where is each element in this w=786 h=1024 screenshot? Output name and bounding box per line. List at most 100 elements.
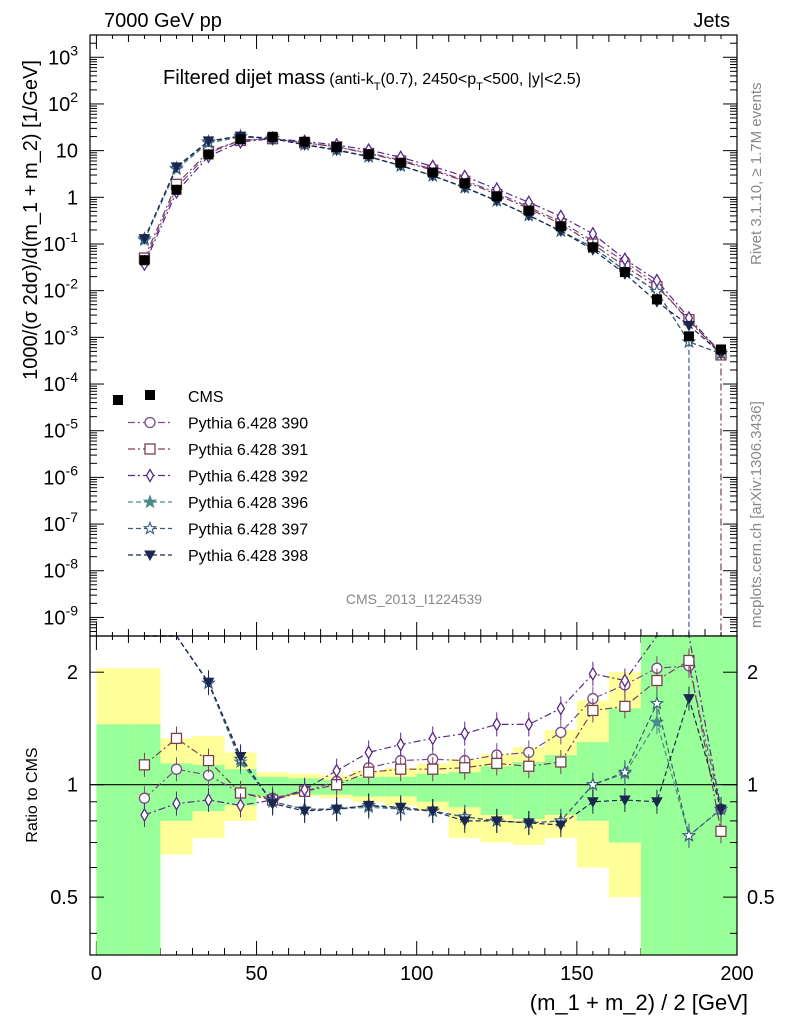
square-marker xyxy=(715,825,727,837)
triangle-marker xyxy=(202,136,215,147)
diamond-marker xyxy=(332,763,341,778)
triangle-marker xyxy=(266,799,279,810)
triangle-marker xyxy=(234,751,247,763)
diamond-marker xyxy=(145,468,155,483)
cms-data-point xyxy=(139,255,150,266)
triangle-marker xyxy=(362,800,375,812)
square-marker xyxy=(427,763,439,775)
title-main: Filtered dijet mass xyxy=(163,67,325,89)
y-tick-base: 10 xyxy=(48,94,70,116)
ratio-series-5 xyxy=(144,635,727,837)
square-marker xyxy=(491,757,503,770)
y-tick-exponent: -3 xyxy=(66,322,79,338)
legend-label-cms: CMS xyxy=(188,389,224,406)
triangle-marker xyxy=(683,320,695,332)
cms-data-point xyxy=(459,178,470,189)
title-sub-prefix: (anti-k xyxy=(329,71,374,88)
triangle-marker xyxy=(170,162,183,173)
y-tick-base: 10 xyxy=(43,561,65,583)
square-marker xyxy=(619,700,631,713)
y-tick-exponent: -2 xyxy=(66,276,79,292)
triangle-marker xyxy=(490,816,503,827)
circle-marker xyxy=(170,763,183,775)
triangle-marker xyxy=(715,804,727,816)
legend-label: Pythia 6.428 391 xyxy=(188,442,308,459)
circle-marker xyxy=(138,792,151,804)
triangle-marker xyxy=(426,806,439,818)
ratio-y-tick-label: 1 xyxy=(67,775,78,797)
x-tick-label: 100 xyxy=(400,963,433,985)
triangle-marker xyxy=(619,795,631,806)
y-axis-label: 1000/(σ 2dσ)/d(m_1 + m_2) [1/GeV] xyxy=(20,60,42,380)
cms-data-series xyxy=(139,131,726,355)
y-tick-base: 10 xyxy=(43,514,65,536)
y-tick-exponent: -1 xyxy=(66,229,79,245)
y-tick-label: 10-3 xyxy=(43,322,78,349)
triangle-marker xyxy=(330,804,343,816)
cms-data-point xyxy=(683,331,694,342)
legend-label: Pythia 6.428 397 xyxy=(188,522,308,539)
diamond-marker xyxy=(172,796,181,811)
diamond-marker xyxy=(364,745,373,760)
triangle-marker xyxy=(144,550,156,562)
square-marker xyxy=(555,756,567,768)
y-tick-label: 10-5 xyxy=(43,416,78,443)
y-tick-base: 10 xyxy=(43,421,65,443)
cms-data-point xyxy=(555,221,566,232)
cms-data-point xyxy=(203,149,214,160)
diamond-marker xyxy=(140,807,149,823)
circle-marker xyxy=(144,416,156,429)
y-tick-base: 10 xyxy=(43,374,65,396)
ratio-series-1 xyxy=(138,648,727,844)
legend: CMS Pythia 6.428 390 Pythia 6.428 391 Pythi… xyxy=(113,389,308,565)
triangle-marker xyxy=(394,802,407,814)
square-marker xyxy=(170,732,183,745)
y-tick-label: 10 xyxy=(56,141,78,163)
legend-cms-marker xyxy=(113,395,123,405)
y-tick-exponent: 3 xyxy=(70,42,78,58)
ratio-panel-frame xyxy=(89,635,738,956)
cms-data-point xyxy=(651,294,662,305)
square-marker xyxy=(459,762,471,774)
triangle-marker xyxy=(651,797,663,808)
circle-marker xyxy=(555,726,567,739)
y-tick-base: 10 xyxy=(43,607,65,629)
triangle-marker xyxy=(202,677,215,689)
ratio-y-tick-label-right: 0.5 xyxy=(747,887,775,909)
ratio-y-tick-label: 2 xyxy=(67,662,78,684)
series-2 xyxy=(140,131,726,360)
triangle-marker xyxy=(587,797,599,808)
square-marker xyxy=(683,654,695,667)
x-tick-label: 50 xyxy=(245,963,267,985)
triangle-marker xyxy=(298,806,311,818)
star-marker xyxy=(617,764,633,779)
y-tick-exponent: -4 xyxy=(66,369,79,385)
star-marker xyxy=(142,520,158,535)
diamond-marker xyxy=(492,717,502,732)
y-tick-exponent: -8 xyxy=(66,556,79,572)
y-tick-label: 10-4 xyxy=(43,369,78,396)
cms-data-point xyxy=(235,134,246,145)
legend-label: Pythia 6.428 390 xyxy=(188,416,308,433)
cms-data-point xyxy=(619,267,630,278)
y-tick-base: 10 xyxy=(43,234,65,256)
chart-title: Filtered dijet mass (anti-kT(0.7), 2450<p… xyxy=(163,67,581,93)
x-axis-label: (m_1 + m_2) / 2 [GeV] xyxy=(530,990,748,1015)
energy-label: 7000 GeV pp xyxy=(104,10,222,32)
ratio-y-tick-label-right: 1 xyxy=(747,775,758,797)
y-tick-label: 10-9 xyxy=(43,602,78,629)
triangle-marker xyxy=(458,816,471,827)
star-marker xyxy=(142,494,158,509)
ratio-panel: 0 50 100 150 200 0.5 0.5 1 1 2 2 xyxy=(50,635,775,985)
triangle-marker xyxy=(138,234,151,245)
triangle-marker xyxy=(522,818,535,829)
diamond-marker xyxy=(428,731,437,746)
y-tick-label: 1 xyxy=(67,187,78,209)
y-tick-label: 103 xyxy=(48,42,78,69)
cms-data-point xyxy=(715,344,726,355)
cms-data-point xyxy=(171,184,182,195)
triangle-marker xyxy=(683,694,695,705)
y-tick-label: 10-7 xyxy=(43,509,78,536)
cms-data-point xyxy=(395,157,406,168)
